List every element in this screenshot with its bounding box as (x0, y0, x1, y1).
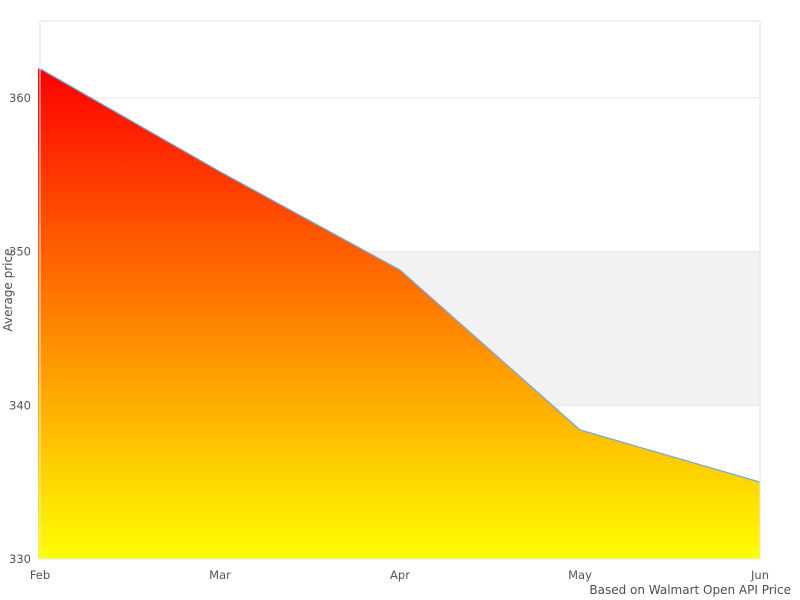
x-axis-tick-label: Jun (750, 568, 769, 582)
area-series-fill (38, 68, 760, 559)
x-axis-tick-label: Feb (30, 568, 50, 582)
x-axis-tick-label: May (568, 568, 592, 582)
y-axis-tick-label: 340 (9, 398, 31, 412)
y-axis-tick-label: 330 (9, 552, 31, 566)
x-axis-tick-label: Mar (209, 568, 231, 582)
y-axis-title: Average price (1, 249, 15, 332)
y-axis-tick-label: 350 (9, 245, 31, 259)
credits-label: Based on Walmart Open API Price (589, 583, 791, 597)
plot-border (39, 20, 761, 560)
y-axis-tick-label: 360 (9, 91, 31, 105)
x-axis-tick-label: Apr (390, 568, 410, 582)
